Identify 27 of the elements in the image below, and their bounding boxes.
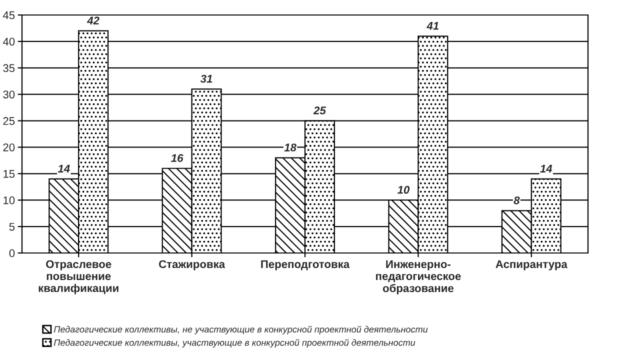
data-label: 8 bbox=[514, 196, 520, 204]
x-tick-label: Инженерно- педагогическое образование bbox=[376, 260, 461, 294]
legend-label: Педагогические коллективы, не участвующие в конкурсной проектной деятельности bbox=[54, 326, 428, 334]
data-label: 10 bbox=[397, 186, 410, 194]
y-tick-label: 15 bbox=[4, 170, 15, 178]
data-label: 14 bbox=[540, 164, 552, 172]
y-tick-label: 25 bbox=[3, 117, 15, 125]
y-tick-label: 20 bbox=[3, 143, 15, 152]
data-label: 18 bbox=[284, 144, 296, 152]
x-tick-label: Аспирантура bbox=[496, 260, 568, 270]
data-label: 42 bbox=[86, 16, 100, 24]
y-tick-label: 0 bbox=[9, 249, 15, 258]
data-label: 31 bbox=[200, 74, 212, 83]
x-tick-label: Стажировка bbox=[159, 260, 226, 270]
data-label: 25 bbox=[313, 106, 326, 114]
x-tick-label: Отраслевое повышение квалификации bbox=[38, 260, 118, 294]
y-tick-label: 45 bbox=[2, 11, 15, 20]
y-tick-label: 30 bbox=[3, 90, 15, 98]
data-label: 16 bbox=[171, 154, 184, 162]
y-tick-label: 35 bbox=[3, 64, 15, 72]
x-tick-label: Переподготовка bbox=[261, 260, 350, 270]
y-tick-label: 40 bbox=[2, 38, 15, 46]
data-label: 41 bbox=[426, 22, 438, 30]
legend-label: Педагогические коллективы, участвующие в конкурсной проектной деятельности bbox=[54, 339, 416, 348]
data-label: 14 bbox=[58, 164, 70, 172]
y-tick-label: 5 bbox=[9, 222, 15, 231]
y-tick-label: 10 bbox=[4, 196, 15, 204]
